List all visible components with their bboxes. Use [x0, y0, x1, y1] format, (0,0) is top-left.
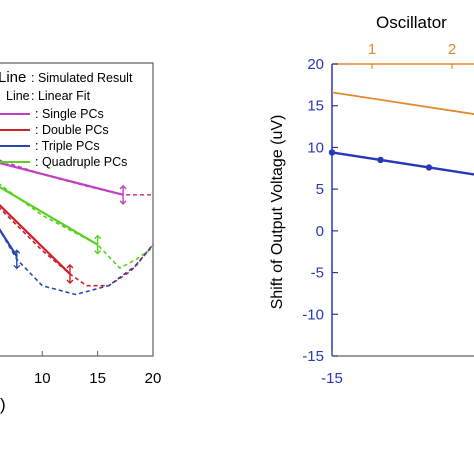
right-y-axis-label: Shift of Output Voltage (uV) [269, 115, 286, 310]
left-x-axis-label-fragment: ) [0, 395, 6, 414]
y-tick-label: 20 [307, 56, 324, 73]
fit-line-triple [0, 228, 18, 257]
series-line-orange [331, 91, 474, 115]
x-tick-label: 20 [145, 370, 162, 387]
left-series-group [0, 159, 154, 296]
left-x-ticks: 10 15 20 [34, 351, 161, 387]
simulated-line-triple [0, 228, 154, 296]
x-tick-label: 10 [34, 370, 51, 387]
fit-line-single [0, 161, 124, 196]
y-tick-label: -10 [302, 306, 324, 323]
data-point [425, 164, 433, 171]
range-marker-double [66, 263, 74, 284]
legend-style-line-desc: : Linear Fit [31, 89, 91, 103]
right-series-group [328, 91, 474, 176]
left-panel: Line : Simulated Result Line : Linear Fi… [0, 62, 161, 414]
right-top-axis-title: Oscillator [376, 13, 447, 32]
series-line-blue [331, 151, 474, 176]
legend-style-line-label: Line [6, 89, 30, 103]
range-marker-quadruple [94, 234, 102, 255]
simulated-line-quadruple [0, 183, 154, 270]
simulated-line-double [0, 207, 154, 287]
y-tick-label: -15 [302, 348, 324, 365]
y-tick-label: -5 [311, 265, 324, 282]
y-tick-label: 10 [307, 139, 324, 156]
right-y-ticks: 20 15 10 5 0 -5 -10 -15 [302, 56, 338, 365]
y-tick-label: 15 [307, 98, 324, 115]
legend-entry-single: : Single PCs [35, 107, 104, 121]
right-x-ticks: -15-10-5 [321, 351, 343, 387]
legend-entry-triple: : Triple PCs [35, 139, 100, 153]
legend-style-line-desc: : Simulated Result [31, 71, 133, 85]
legend-entry-double: : Double PCs [35, 123, 109, 137]
fit-line-quadruple [0, 185, 99, 246]
data-point [377, 156, 384, 164]
x-tick-label: -15 [321, 370, 343, 387]
y-tick-label: 5 [316, 181, 324, 198]
top-tick-label: 2 [448, 41, 456, 58]
left-legend: Line : Simulated Result Line : Linear Fi… [0, 69, 133, 169]
y-tick-label: 0 [316, 223, 324, 240]
top-tick-label: 1 [368, 41, 376, 58]
left-plot-frame [0, 62, 154, 357]
range-marker-single [119, 184, 127, 205]
data-point [328, 149, 336, 156]
range-marker-triple [13, 249, 21, 270]
legend-entry-quadruple: : Quadruple PCs [35, 155, 127, 169]
legend-style-line-label: Line [0, 69, 26, 86]
fit-line-double [0, 204, 71, 275]
x-tick-label: 15 [89, 370, 106, 387]
